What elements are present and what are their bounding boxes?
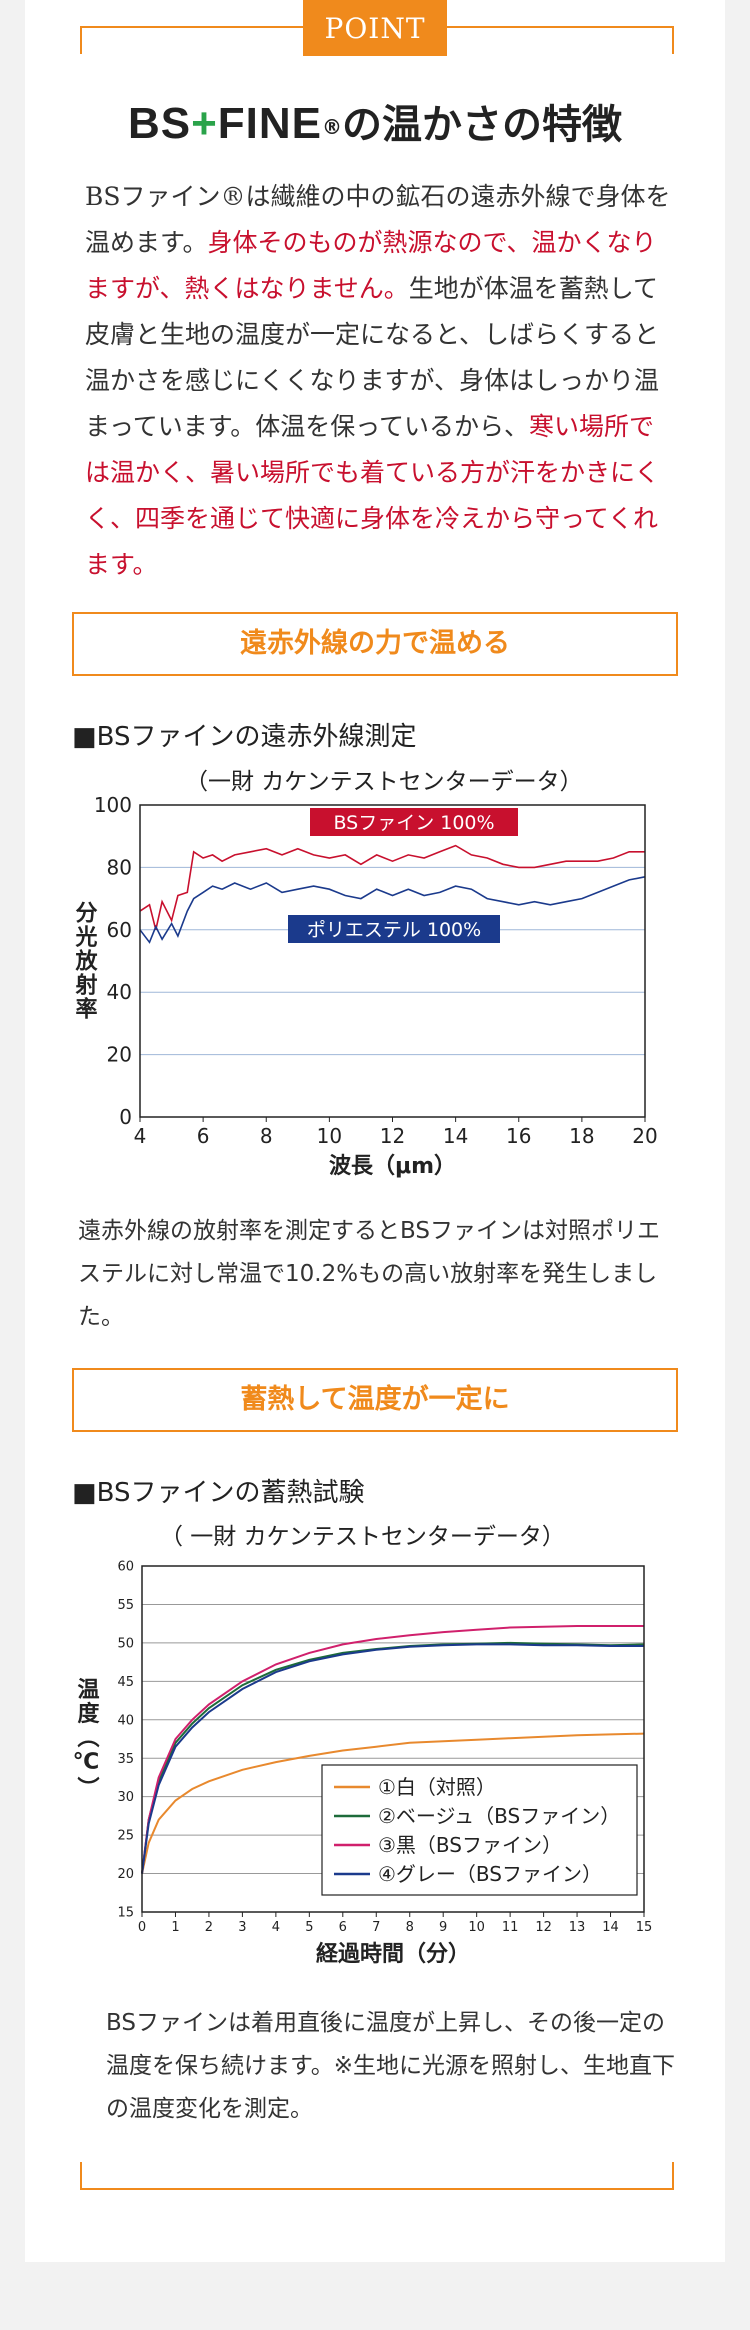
y-tick-label: 20 [117, 1867, 134, 1882]
y-tick-label: 100 [94, 795, 132, 817]
y-tick-label: 50 [117, 1636, 134, 1651]
series-line-1 [141, 1732, 645, 1874]
x-tick-label: 10 [468, 1920, 485, 1935]
chart1-caption: （一財 カケンテストセンターデータ） [185, 769, 583, 795]
brand-logo: BS+FINE [127, 99, 323, 148]
y-tick-label: 15 [117, 1906, 134, 1921]
y-tick-label: 30 [117, 1790, 134, 1805]
x-tick-label: 2 [205, 1920, 213, 1935]
registered-mark: ® [322, 115, 343, 139]
point-frame-bottom [80, 2162, 674, 2190]
x-tick-label: 11 [502, 1920, 519, 1935]
x-tick-label: 3 [238, 1920, 246, 1935]
chart2-description: BSファインは着用直後に温度が上昇し、その後一定の温度を保ち続けます。※生地に光… [106, 2010, 675, 2122]
y-tick-label: 45 [117, 1675, 134, 1690]
x-tick-label: 12 [535, 1920, 552, 1935]
x-tick-label: 16 [506, 1124, 531, 1148]
legend-label-bs-fine: BSファイン 100% [333, 812, 494, 834]
x-tick-label: 14 [443, 1124, 468, 1148]
series-line-4 [141, 1643, 644, 1874]
page-title: BS+FINE®の温かさの特徴 [0, 92, 750, 150]
y-tick-label: 35 [117, 1752, 134, 1767]
x-tick-label: 9 [439, 1920, 447, 1935]
chart1-subtitle: ■BSファインの遠赤外線測定 [72, 722, 417, 752]
x-tick-label: 7 [372, 1920, 380, 1935]
title-text: の温かさの特徴 [342, 102, 623, 148]
legend-label-bs-fine-box [310, 808, 518, 836]
legend-box [321, 1764, 638, 1896]
y-tick-label: 40 [117, 1713, 134, 1728]
section-heading-heat-storage: 蓄熱して温度が一定に [72, 1368, 678, 1432]
legend-entry-4: ④グレー（BSファイン） [378, 1862, 602, 1886]
x-tick-label: 8 [260, 1124, 273, 1148]
intro-paragraph: BSファイン®は繊維の中の鉱石の遠赤外線で身体を温めます。身体そのものが熱源なの… [85, 182, 671, 579]
legend-entry-1: ①白（対照） [378, 1775, 496, 1799]
x-axis-label: 経過時間（分） [316, 1941, 470, 1967]
x-tick-label: 8 [406, 1920, 414, 1935]
plot-frame [141, 1565, 645, 1913]
x-tick-label: 6 [197, 1124, 210, 1148]
legend-label-polyester: ポリエステル 100% [307, 919, 481, 941]
x-tick-label: 12 [380, 1124, 405, 1148]
x-tick-label: 6 [339, 1920, 347, 1935]
y-axis-label: 分光放射率 [72, 901, 99, 1021]
highlight-text: 寒い場所では温かく、暑い場所でも着ている方が汗をかきにくく、四季を通じて快適に身… [85, 412, 660, 579]
plot-frame [139, 804, 646, 1118]
y-tick-label: 20 [107, 1043, 132, 1067]
x-tick-label: 14 [602, 1920, 619, 1935]
x-tick-label: 18 [569, 1124, 594, 1148]
y-tick-label: 60 [117, 1560, 134, 1575]
emissivity-chart: 0 20 40 60 80 100 4 6 8 10 12 14 16 18 20 波長（μm） 分光放射率 BS… [72, 795, 658, 1179]
x-tick-label: 15 [636, 1920, 653, 1935]
section-heading-far-infrared: 遠赤外線の力で温める [72, 612, 678, 676]
y-tick-label: 0 [119, 1105, 132, 1129]
chart2-caption: （ 一財 カケンテストセンターデータ） [160, 1524, 565, 1550]
x-tick-label: 13 [569, 1920, 586, 1935]
x-tick-label: 5 [305, 1920, 313, 1935]
y-tick-label: 40 [107, 980, 132, 1004]
x-tick-label: 20 [632, 1124, 657, 1148]
x-tick-label: 4 [134, 1124, 147, 1148]
chart2-subtitle: ■BSファインの蓄熱試験 [72, 1478, 365, 1508]
chart1-description: 遠赤外線の放射率を測定するとBSファインは対照ポリエステルに対し常温で10.2%… [78, 1218, 660, 1330]
y-tick-label: 60 [107, 918, 132, 942]
y-tick-label: 80 [107, 855, 132, 879]
legend-label-polyester-box [288, 915, 500, 943]
legend-entry-2: ②ベージュ（BSファイン） [378, 1804, 620, 1828]
x-tick-label: 10 [317, 1124, 342, 1148]
series-line-2 [139, 876, 646, 944]
legend-entry-3: ③黒（BSファイン） [378, 1833, 562, 1857]
series-line-2 [141, 1641, 645, 1874]
highlight-text: 身体そのものが熱源なので、温かくなりますが、熱くはなりません。 [85, 228, 657, 303]
x-tick-label: 0 [138, 1920, 146, 1935]
x-axis-label: 波長（μm） [329, 1154, 456, 1179]
x-tick-label: 1 [171, 1920, 179, 1935]
y-tick-label: 25 [117, 1829, 134, 1844]
y-axis-label: 温度（℃） [73, 1678, 100, 1801]
series-line-3 [141, 1625, 644, 1874]
series-line-1 [139, 844, 645, 930]
x-tick-label: 4 [272, 1920, 280, 1935]
point-tag: POINT [303, 0, 447, 56]
y-tick-label: 55 [117, 1598, 134, 1613]
